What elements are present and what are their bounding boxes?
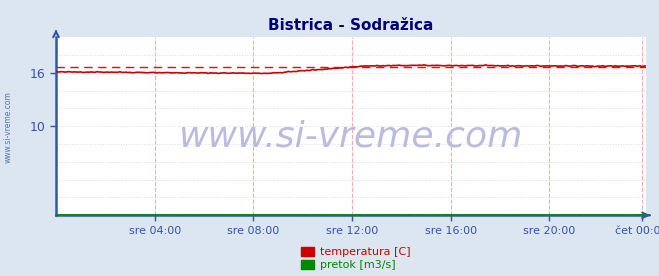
Title: Bistrica - Sodražica: Bistrica - Sodražica — [268, 18, 434, 33]
Text: www.si-vreme.com: www.si-vreme.com — [179, 120, 523, 154]
Legend: temperatura [C], pretok [m3/s]: temperatura [C], pretok [m3/s] — [301, 247, 411, 270]
Text: www.si-vreme.com: www.si-vreme.com — [3, 91, 13, 163]
